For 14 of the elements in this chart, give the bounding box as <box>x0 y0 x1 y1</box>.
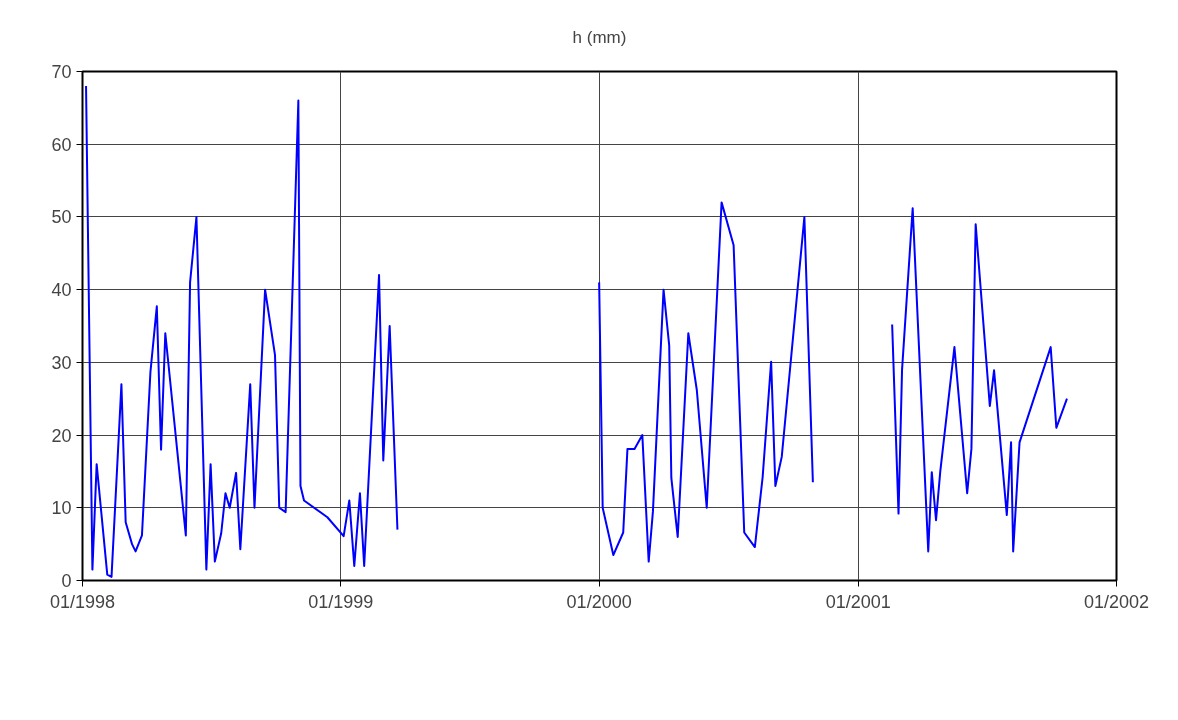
chart-title: h (mm) <box>572 27 627 47</box>
y-tick-label: 10 <box>51 498 72 519</box>
y-tick-label: 70 <box>51 62 72 82</box>
x-tick-label: 01/2001 <box>825 591 891 612</box>
y-tick-label: 30 <box>51 352 72 373</box>
y-tick-label: 50 <box>51 207 72 228</box>
x-tick-label: 01/1999 <box>308 591 374 612</box>
x-tick-label: 01/2002 <box>1083 591 1150 612</box>
y-tick-label: 20 <box>51 425 72 446</box>
x-tick-label: 01/1998 <box>49 591 116 612</box>
x-tick-label: 01/2000 <box>566 591 632 612</box>
y-tick-label: 60 <box>51 134 72 155</box>
y-tick-label: 40 <box>51 280 72 301</box>
y-tick-label: 0 <box>61 571 72 591</box>
